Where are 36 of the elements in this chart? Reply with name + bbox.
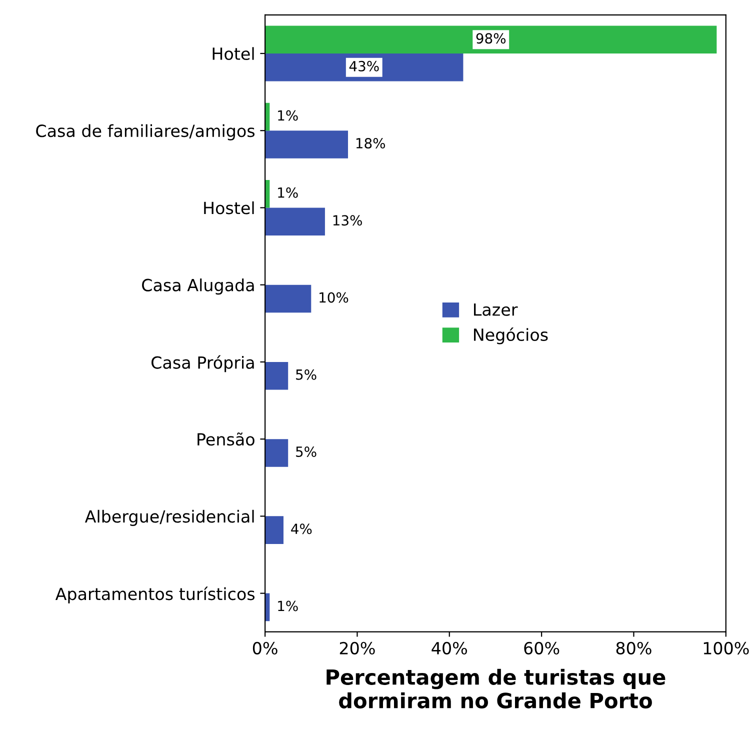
bar xyxy=(265,53,464,82)
bar xyxy=(265,284,312,313)
data-label: 1% xyxy=(278,187,298,198)
bar xyxy=(265,516,284,544)
x-tick-label: 60% xyxy=(524,642,560,654)
x-tick-label: 40% xyxy=(432,642,467,654)
data-label: 4% xyxy=(291,524,312,534)
x-axis-title: Percentagem de turistas que dormiram no Grande Porto xyxy=(326,668,666,708)
data-label: 98% xyxy=(476,33,506,44)
data-label: 1% xyxy=(278,600,298,612)
x-tick-label: 100% xyxy=(704,642,749,654)
y-tick-label: Hostel xyxy=(204,201,254,214)
bar xyxy=(265,362,288,390)
y-tick-label: Casa de familiares/amigos xyxy=(36,124,255,140)
x-tick-label: 0% xyxy=(252,642,278,654)
data-label: 10% xyxy=(320,292,348,303)
data-label: 43% xyxy=(349,60,379,72)
x-tick-label: 20% xyxy=(340,642,375,654)
y-tick-label: Pensão xyxy=(198,432,254,446)
data-label: 18% xyxy=(356,138,386,149)
y-tick-label: Casa Própria xyxy=(152,355,254,372)
legend-label: Negócios xyxy=(474,327,548,344)
legend-label: Lazer xyxy=(474,304,518,316)
y-tick-label: Casa Alugada xyxy=(142,278,254,295)
bar xyxy=(265,130,348,158)
data-label: 1% xyxy=(278,110,298,121)
y-tick-label: Apartamentos turísticos xyxy=(55,586,255,604)
data-label: 13% xyxy=(333,215,362,226)
y-tick-label: Albergue/residencial xyxy=(84,510,254,526)
data-label: 5% xyxy=(296,446,316,457)
y-tick-label: Hotel xyxy=(212,47,254,60)
bar xyxy=(265,26,717,54)
data-label: 5% xyxy=(296,369,316,380)
bar xyxy=(265,439,288,467)
bar xyxy=(265,208,325,236)
x-tick-label: 80% xyxy=(616,642,652,654)
